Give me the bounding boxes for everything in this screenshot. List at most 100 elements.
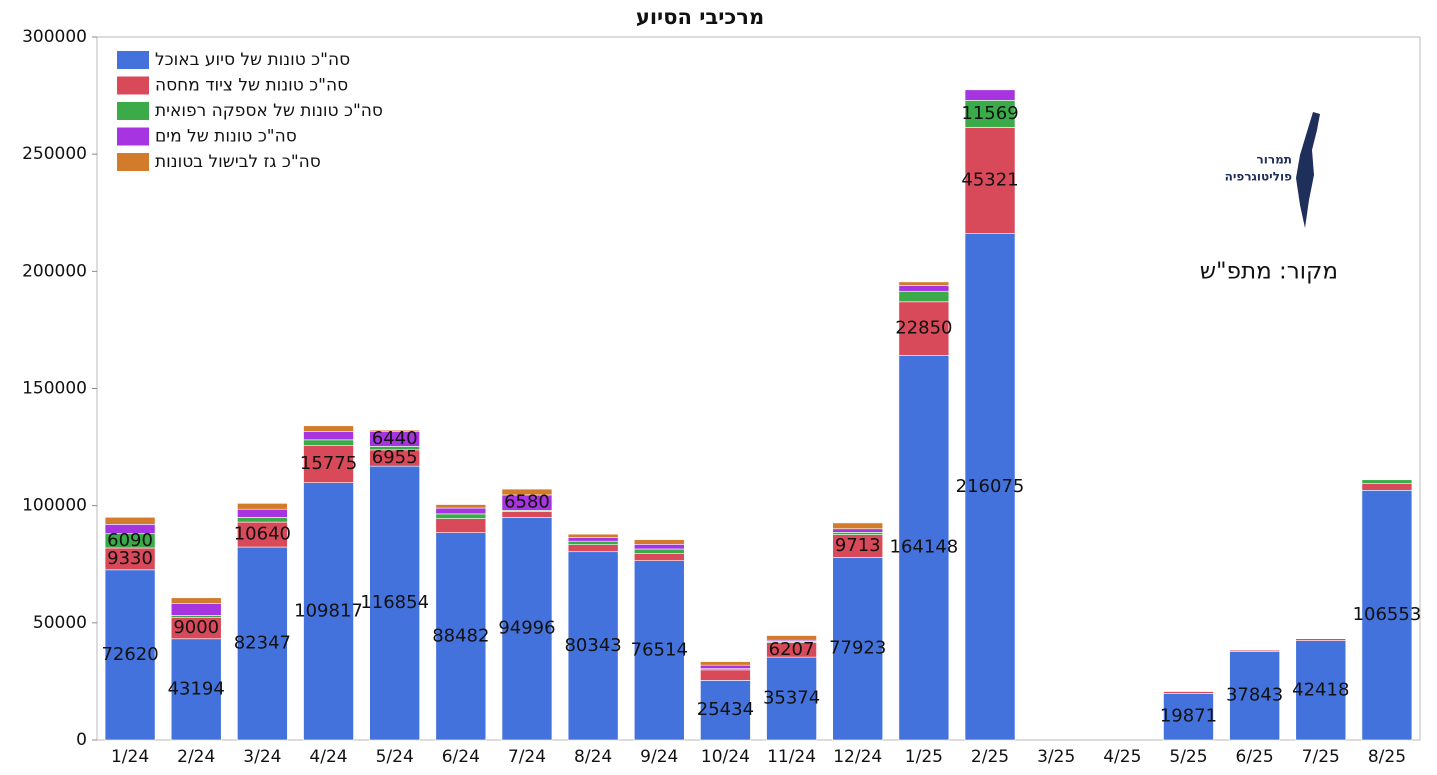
- bar-segment: [1361, 490, 1413, 741]
- bar-segment: [766, 635, 817, 641]
- bar-segment: [303, 431, 354, 441]
- data-label: 25434: [697, 699, 754, 720]
- y-tick-label: 100000: [22, 496, 87, 516]
- y-tick-label: 250000: [22, 144, 87, 164]
- bar-segment: [237, 521, 288, 548]
- x-tick-label: 6/24: [442, 747, 480, 767]
- bar-segment: [369, 429, 420, 432]
- bar-segment: [435, 518, 487, 533]
- data-label: 35374: [763, 688, 820, 709]
- bar-segment: [567, 533, 619, 538]
- bar-segment: [700, 661, 751, 666]
- y-tick-label: 300000: [22, 27, 87, 47]
- y-tick-label: 200000: [22, 261, 87, 281]
- x-tick-label: 9/24: [640, 747, 678, 767]
- x-tick-label: 6/25: [1236, 747, 1274, 767]
- legend-swatch: [117, 153, 149, 171]
- bar-segment: [964, 100, 1016, 128]
- x-tick-label: 3/24: [243, 747, 281, 767]
- data-label: 37843: [1226, 685, 1283, 706]
- data-label: 43194: [168, 678, 225, 699]
- x-tick-label: 3/25: [1037, 747, 1075, 767]
- bar-segment: [964, 89, 1016, 101]
- bar-segment: [567, 551, 619, 741]
- bar-segment: [898, 301, 950, 356]
- source-note: מקור: מתפ"ש: [1200, 259, 1338, 285]
- bar-segment: [237, 503, 288, 510]
- bar-segment: [633, 553, 685, 562]
- y-tick-label: 0: [76, 730, 87, 750]
- logo-text: תמרור: [1257, 153, 1292, 167]
- legend-swatch: [117, 102, 149, 120]
- x-tick-label: 10/24: [701, 747, 750, 767]
- bar-segment: [832, 528, 884, 533]
- bar-segment: [435, 504, 487, 509]
- data-label: 22850: [895, 318, 952, 339]
- x-tick-label: 1/24: [111, 747, 149, 767]
- data-label: 72620: [101, 644, 158, 665]
- x-tick-label: 5/25: [1169, 747, 1207, 767]
- chart-title: מרכיבי הסיוע: [636, 5, 764, 29]
- bar-segment: [1229, 651, 1280, 741]
- bar-segment: [567, 537, 619, 542]
- bar-segment: [898, 281, 950, 286]
- bar-segment: [435, 532, 487, 741]
- bar-segment: [700, 680, 751, 741]
- bar-segment: [435, 507, 487, 515]
- data-label: 6955: [372, 447, 418, 468]
- bar-segment: [633, 560, 685, 741]
- data-label: 216075: [956, 476, 1025, 497]
- bar-segment: [104, 569, 156, 741]
- legend-label: סה"כ טונות של אספקה רפואית: [155, 101, 383, 121]
- bar-segment: [700, 669, 751, 681]
- bar-segment: [303, 425, 354, 432]
- legend-label: סה"כ טונות של מים: [155, 127, 297, 147]
- bar-segment: [104, 516, 156, 525]
- bar-segment: [170, 603, 222, 616]
- bar-segment: [303, 482, 354, 741]
- data-label: 106553: [1353, 604, 1422, 625]
- x-tick-label: 1/25: [905, 747, 943, 767]
- data-label: 10640: [234, 524, 291, 545]
- y-tick-label: 150000: [22, 379, 87, 399]
- bar-segment: [964, 233, 1016, 741]
- bar-segment: [237, 546, 288, 741]
- data-label: 80343: [564, 635, 621, 656]
- data-label: 116854: [360, 592, 429, 613]
- data-label: 109817: [294, 600, 363, 621]
- data-label: 45321: [961, 170, 1018, 191]
- bar-segment: [170, 638, 222, 741]
- data-label: 9330: [107, 548, 153, 569]
- bar-segment: [501, 488, 553, 496]
- bar-segment: [1295, 638, 1347, 641]
- bar-segment: [898, 290, 950, 303]
- data-label: 19871: [1160, 706, 1217, 727]
- logo-text: פוליטוגרפיה: [1225, 170, 1292, 184]
- x-tick-label: 7/25: [1302, 747, 1340, 767]
- x-tick-label: 5/24: [376, 747, 414, 767]
- bar-segment: [633, 543, 685, 550]
- bar-segment: [303, 439, 354, 446]
- bar-segment: [1361, 479, 1413, 484]
- x-tick-label: 2/24: [177, 747, 215, 767]
- data-label: 77923: [829, 638, 886, 659]
- legend-label: סה"כ גז לבישול בטונות: [155, 152, 321, 172]
- bar-segment: [700, 664, 751, 669]
- bar-segment: [435, 513, 487, 519]
- data-label: 42418: [1292, 679, 1349, 700]
- x-tick-label: 4/25: [1103, 747, 1141, 767]
- data-label: 164148: [890, 537, 959, 558]
- bar-segment: [501, 517, 553, 741]
- legend-label: סה"כ טונות של סיוע באוכל: [155, 50, 350, 70]
- logo: תמרור פוליטוגרפיה: [1225, 112, 1320, 228]
- x-tick-label: 2/25: [971, 747, 1009, 767]
- bar-segment: [633, 539, 685, 545]
- legend-swatch: [117, 76, 149, 95]
- data-label: 9000: [173, 617, 219, 638]
- data-label: 6440: [372, 428, 418, 449]
- data-label: 6580: [504, 492, 550, 513]
- bar-segment: [633, 548, 685, 554]
- legend-swatch: [117, 127, 149, 146]
- logo-map: [1296, 112, 1320, 228]
